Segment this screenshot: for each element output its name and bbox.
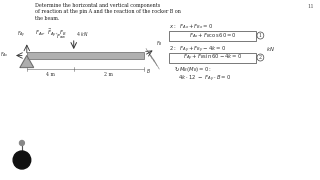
Text: $\circlearrowright M_B(M_B)=0{:}$: $\circlearrowright M_B(M_B)=0{:}$: [173, 65, 212, 74]
Text: $2{:}\ \ F_{Ay}+F_{By}-4k=0$: $2{:}\ \ F_{Ay}+F_{By}-4k=0$: [169, 45, 226, 55]
Polygon shape: [20, 55, 34, 68]
Text: 1: 1: [259, 33, 262, 38]
Text: $kN$: $kN$: [266, 45, 275, 53]
Text: 2: 2: [259, 55, 262, 60]
Text: $F_{Ax},\ \vec{F}_{Ay},\ F_B$: $F_{Ax},\ \vec{F}_{Ay},\ F_B$: [35, 28, 67, 40]
Circle shape: [13, 151, 31, 169]
Text: $F_{Ax}$: $F_{Ax}$: [0, 50, 9, 59]
Text: $B$: $B$: [146, 66, 151, 75]
Bar: [27, 52, 144, 59]
Text: $4\ kN$: $4\ kN$: [76, 30, 88, 38]
Text: $x{:}\ \ F_{Ax}+F_{Bx}=0$: $x{:}\ \ F_{Ax}+F_{Bx}=0$: [169, 22, 212, 31]
Text: Determine the horizontal and vertical components
of reaction at the pin A and th: Determine the horizontal and vertical co…: [35, 3, 180, 21]
Text: 2 m: 2 m: [104, 72, 113, 77]
Text: $4k\cdot 12\ -\ F_{Ay}\cdot B=0$: $4k\cdot 12\ -\ F_{Ay}\cdot B=0$: [178, 74, 232, 84]
Text: $F_{Ay}$: $F_{Ay}$: [17, 29, 26, 39]
Text: 4 m: 4 m: [46, 72, 55, 77]
Text: $F_B$: $F_B$: [156, 39, 163, 48]
Text: $F_{Ax}+F_B\cos60=0$: $F_{Ax}+F_B\cos60=0$: [188, 31, 236, 40]
Circle shape: [20, 141, 24, 145]
Text: $F_{aw}$: $F_{aw}$: [56, 32, 67, 41]
Text: $F_{Ay}+F_B\sin60-4k=0$: $F_{Ay}+F_B\sin60-4k=0$: [183, 52, 242, 63]
Text: 11: 11: [308, 4, 314, 9]
